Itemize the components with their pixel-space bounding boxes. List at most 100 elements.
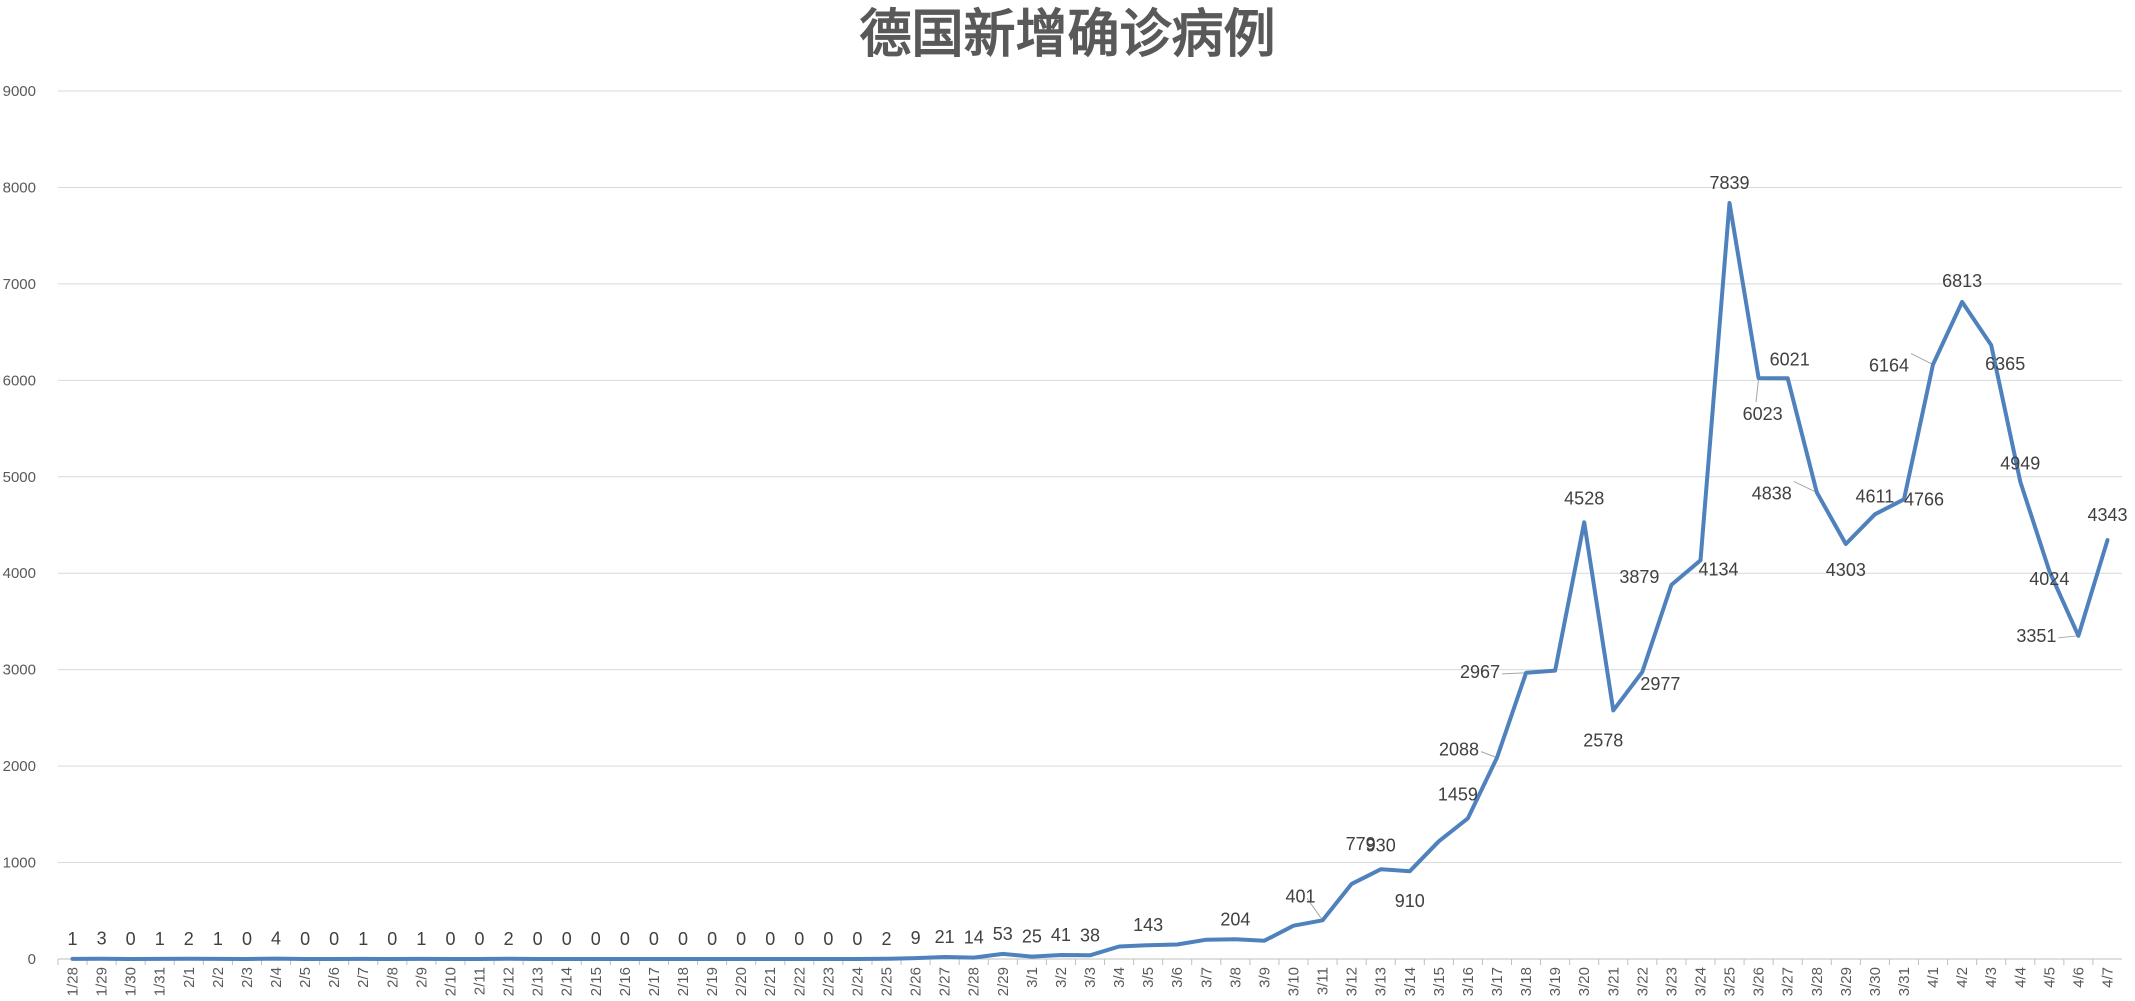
data-label: 2977	[1640, 674, 1680, 694]
data-label: 6023	[1743, 404, 1783, 424]
data-label: 0	[300, 929, 310, 949]
data-label: 0	[794, 929, 804, 949]
x-tick-label: 3/19	[1547, 967, 1564, 996]
x-tick-label: 2/2	[210, 967, 227, 988]
x-tick-label: 4/6	[2070, 967, 2087, 988]
data-label: 21	[935, 927, 955, 947]
series-line	[70, 201, 2110, 961]
x-tick-label: 3/22	[1634, 967, 1651, 996]
series-line-layer	[70, 201, 2110, 961]
data-label: 3	[97, 929, 107, 949]
data-label: 0	[678, 929, 688, 949]
x-tick-label: 2/10	[442, 967, 459, 996]
x-tick-label: 4/2	[1954, 967, 1971, 988]
x-tick-label: 3/27	[1780, 967, 1797, 996]
chart-title: 德国新增确诊病例	[859, 5, 1276, 65]
x-tick-label: 4/5	[2041, 967, 2058, 988]
data-label: 4766	[1904, 489, 1944, 509]
x-tick-label: 3/12	[1344, 967, 1361, 996]
data-label: 1	[68, 929, 78, 949]
label-leader-line	[2058, 635, 2079, 639]
x-tick-label: 2/16	[617, 967, 634, 996]
data-label: 6365	[1985, 354, 2025, 374]
x-tick-label: 2/18	[675, 967, 692, 996]
x-tick-label: 3/28	[1809, 967, 1826, 996]
data-points	[71, 201, 2110, 961]
x-tick-label: 2/21	[762, 967, 779, 996]
data-label-leader-lines	[1306, 353, 2079, 921]
data-label: 4134	[1698, 559, 1738, 579]
x-tick-label: 1/30	[123, 967, 140, 996]
x-tick-label: 2/24	[849, 967, 866, 996]
x-tick-label: 2/26	[908, 967, 925, 996]
x-tick-label: 2/22	[791, 967, 808, 996]
data-label: 0	[852, 929, 862, 949]
x-tick-label: 4/3	[1983, 967, 2000, 988]
data-label: 2088	[1439, 740, 1479, 760]
data-label: 1	[213, 929, 223, 949]
data-label: 0	[823, 929, 833, 949]
x-tick-label: 3/11	[1315, 967, 1332, 995]
x-tick-label: 2/23	[820, 967, 837, 996]
x-tick-label: 2/27	[937, 967, 954, 996]
x-tick-label: 2/20	[733, 967, 750, 996]
y-tick-label: 5000	[3, 469, 36, 486]
data-label: 1	[155, 929, 165, 949]
data-label: 143	[1133, 915, 1163, 935]
x-tick-label: 3/31	[1896, 967, 1913, 996]
x-tick-label: 3/5	[1140, 967, 1157, 988]
data-label: 0	[242, 929, 252, 949]
x-tick-label: 3/24	[1692, 967, 1709, 996]
x-tick-label: 2/14	[559, 967, 576, 996]
data-label: 4528	[1564, 488, 1604, 508]
y-tick-label: 8000	[3, 179, 36, 196]
x-tick-label: 3/2	[1053, 967, 1070, 988]
x-tick-label: 3/17	[1489, 967, 1506, 996]
data-label: 6021	[1770, 349, 1810, 369]
data-label: 2	[504, 929, 514, 949]
data-label: 25	[1022, 927, 1042, 947]
data-label: 3351	[2016, 626, 2056, 646]
data-label: 6813	[1942, 271, 1982, 291]
data-label: 0	[736, 929, 746, 949]
x-tick-label: 1/28	[65, 967, 82, 996]
x-tick-label: 2/8	[384, 967, 401, 988]
y-tick-label: 0	[28, 951, 36, 968]
label-leader-line	[1793, 480, 1817, 493]
x-tick-label: 3/20	[1576, 967, 1593, 996]
y-tick-label: 7000	[3, 276, 36, 293]
data-label: 0	[707, 929, 717, 949]
data-label: 4838	[1752, 483, 1792, 503]
data-label: 930	[1366, 835, 1396, 855]
x-tick-label: 2/3	[239, 967, 256, 988]
y-tick-label: 1000	[3, 855, 36, 872]
data-label: 0	[126, 929, 136, 949]
x-tick-label: 2/15	[588, 967, 605, 996]
data-label: 4343	[2087, 505, 2127, 525]
data-label: 9	[911, 928, 921, 948]
data-label: 53	[993, 924, 1013, 944]
data-label: 2	[881, 929, 891, 949]
label-leader-line	[1306, 898, 1323, 921]
x-tick-label: 3/13	[1373, 967, 1390, 996]
data-label: 1459	[1438, 784, 1478, 804]
x-tick-label: 2/11	[472, 967, 489, 995]
data-label: 0	[533, 929, 543, 949]
x-tick-label: 3/14	[1402, 967, 1419, 996]
y-tick-label: 9000	[3, 83, 36, 100]
x-tick-label: 3/10	[1285, 967, 1302, 996]
data-label: 0	[765, 929, 775, 949]
data-label: 0	[445, 929, 455, 949]
data-label: 2	[184, 929, 194, 949]
data-label: 1	[416, 929, 426, 949]
x-tick-label: 3/1	[1024, 967, 1041, 988]
x-tick-label: 3/21	[1605, 967, 1622, 996]
x-tick-label: 2/1	[181, 967, 198, 988]
x-tick-label: 2/6	[326, 967, 343, 988]
x-tick-label: 2/28	[966, 967, 983, 996]
y-tick-label: 2000	[3, 758, 36, 775]
x-tick-label: 3/18	[1518, 967, 1535, 996]
x-tick-label: 2/5	[297, 967, 314, 988]
label-leader-line	[1502, 672, 1527, 675]
data-label: 3879	[1619, 567, 1659, 587]
